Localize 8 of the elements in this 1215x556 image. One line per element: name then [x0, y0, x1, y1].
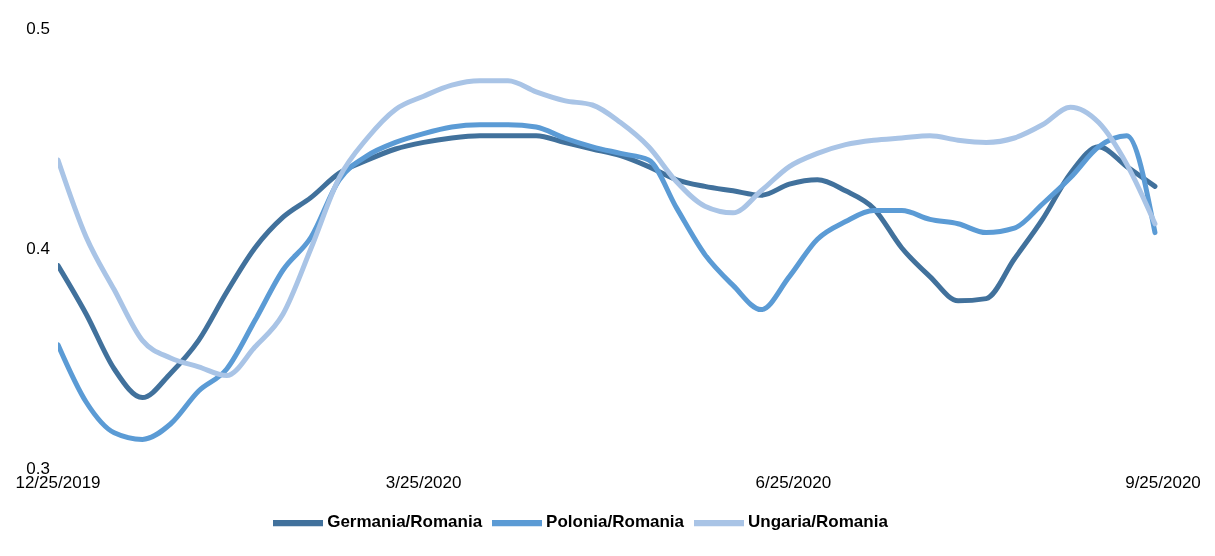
x-tick-label: 3/25/2020: [385, 473, 462, 493]
x-tick-label: 9/25/2020: [1125, 473, 1201, 493]
x-tick-label: 6/25/2020: [755, 473, 832, 493]
legend-label: Polonia/Romania: [546, 512, 685, 532]
y-tick-label: 0.4: [26, 239, 50, 259]
legend-label: Ungaria/Romania: [748, 512, 888, 532]
legend-label: Germania/Romania: [327, 512, 483, 532]
y-tick-label: 0.5: [26, 19, 50, 39]
